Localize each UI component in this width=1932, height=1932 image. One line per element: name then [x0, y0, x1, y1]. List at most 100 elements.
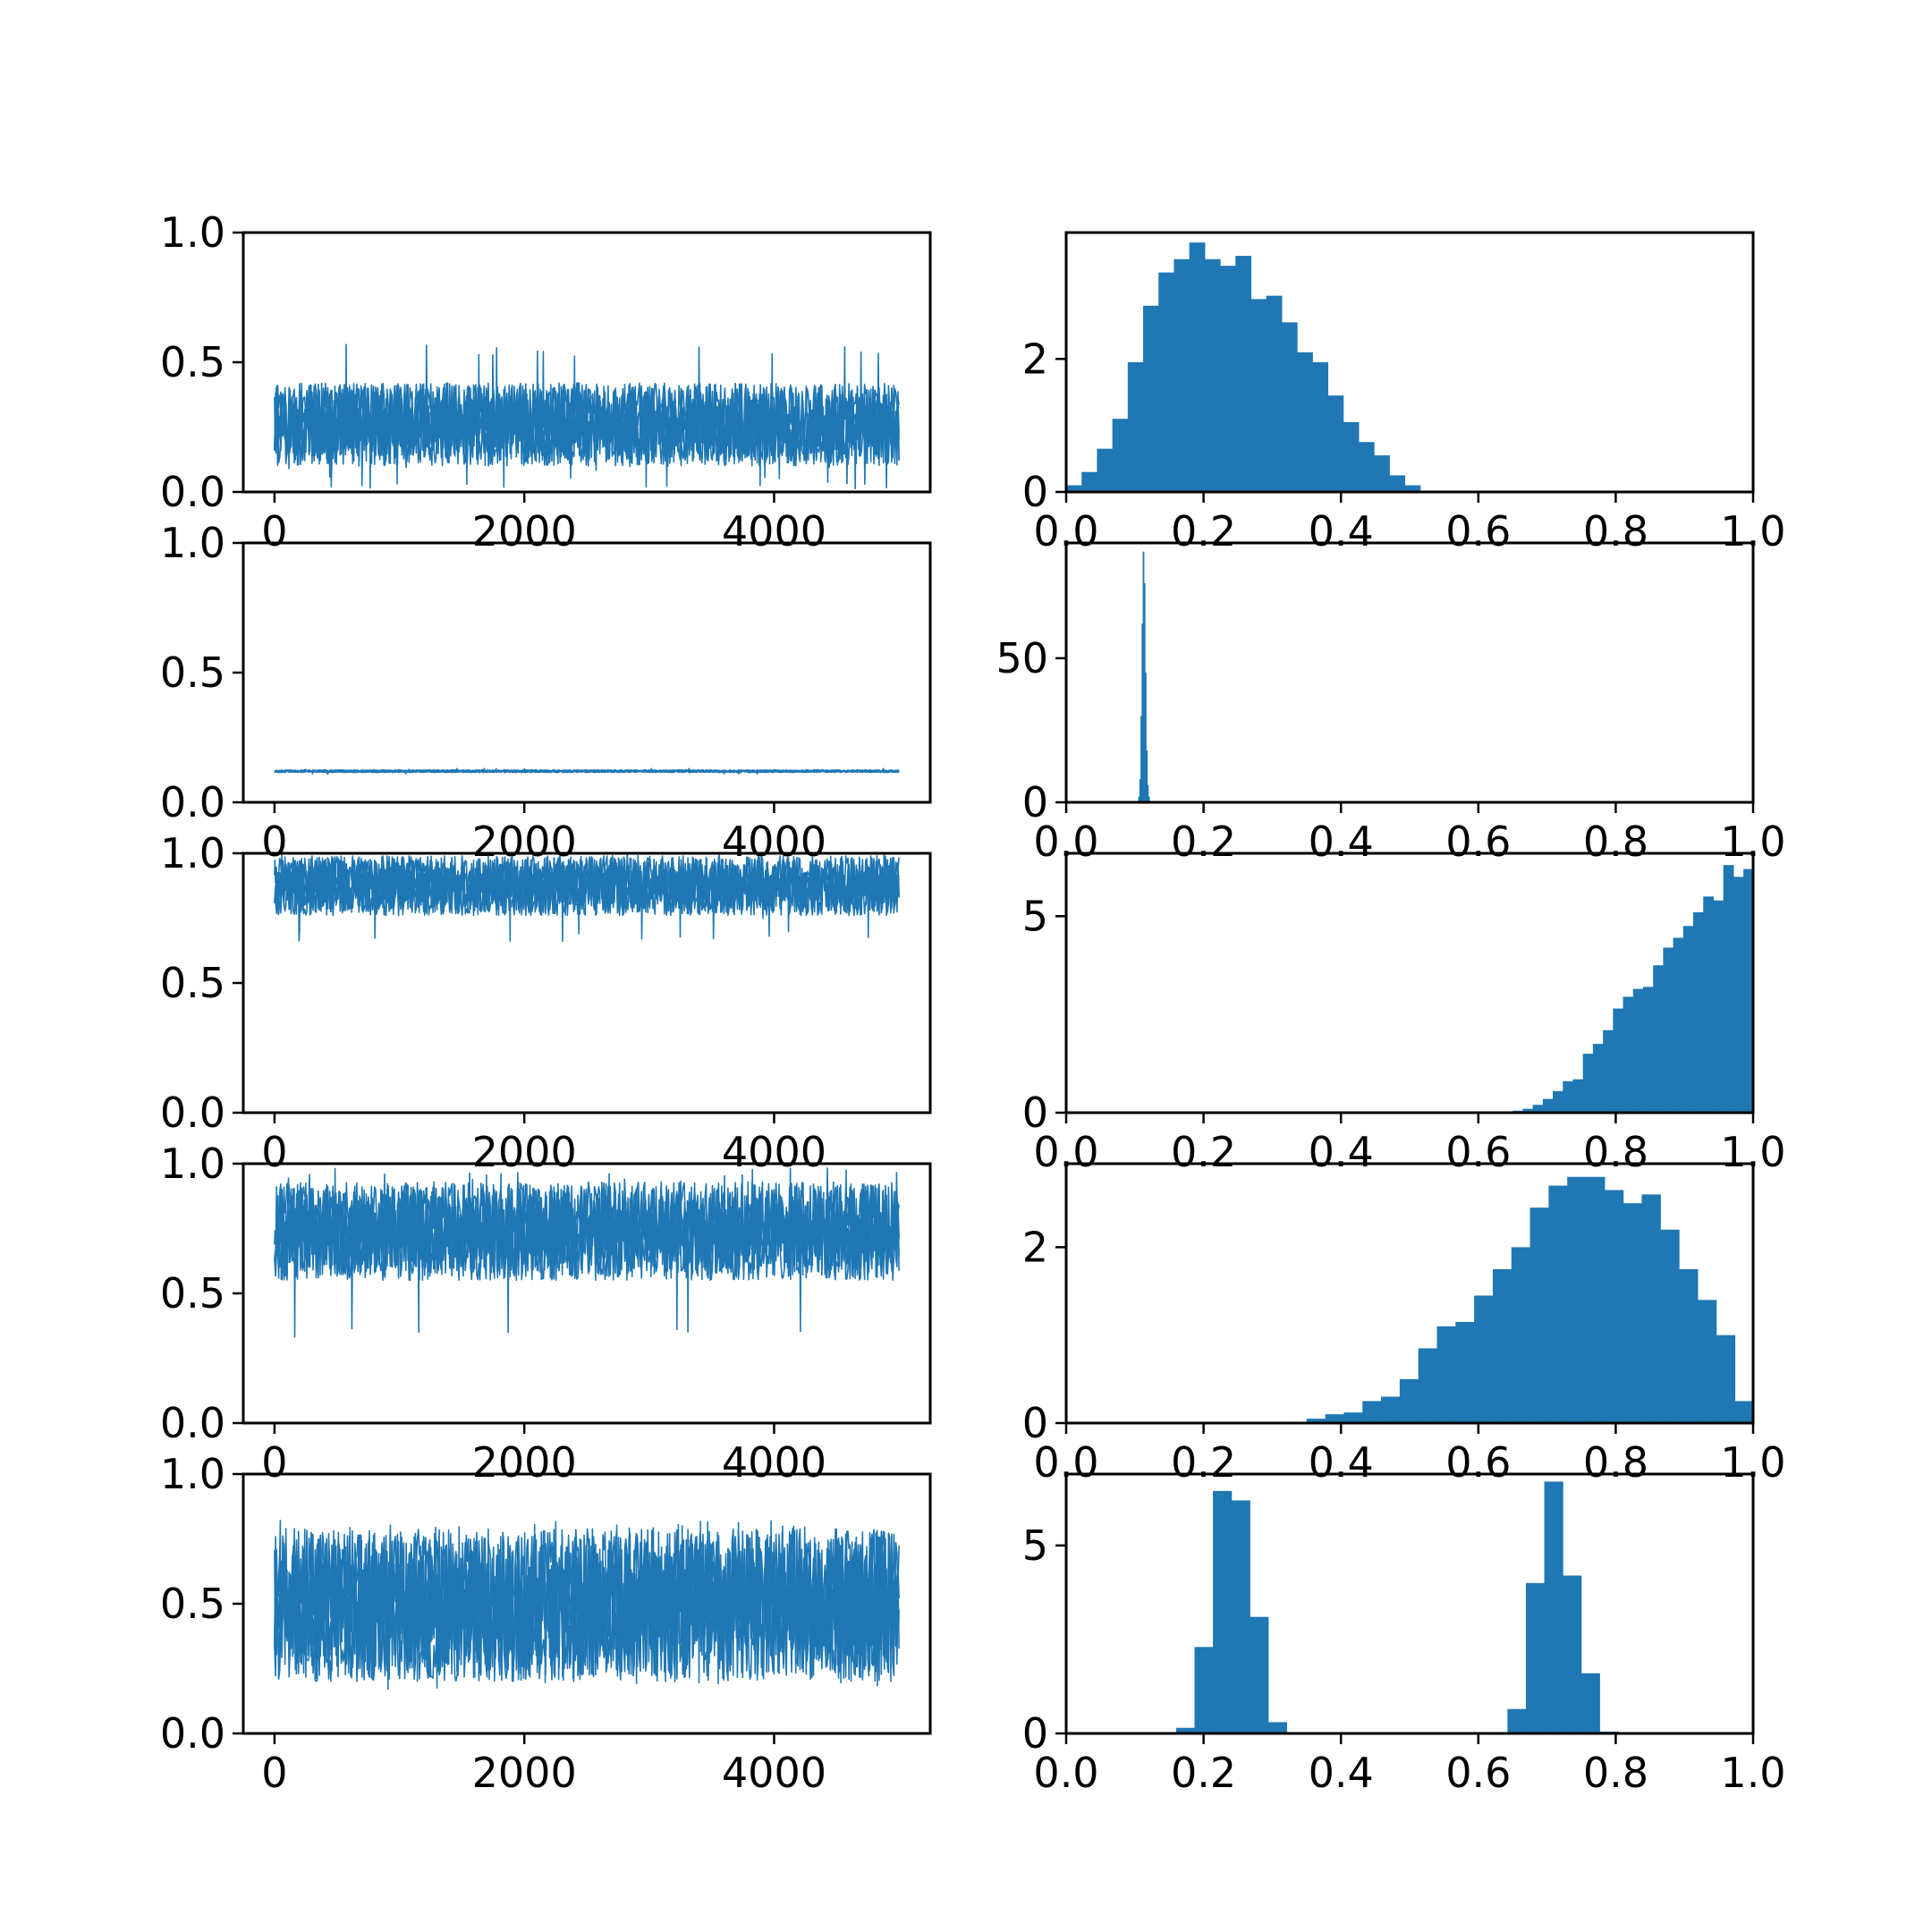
trace-plot-1: 0 2000 4000 0.0 0.5 1.0 — [160, 208, 932, 555]
histogram-bar — [1733, 877, 1744, 1113]
histogram-bar — [1081, 471, 1097, 492]
x-tick-label: 0.4 — [1309, 1128, 1374, 1176]
plot-content — [1066, 242, 1421, 492]
histogram-bar — [1532, 1105, 1544, 1113]
histogram-bar — [1139, 779, 1141, 802]
y-tick-label: 0 — [1022, 778, 1048, 826]
x-tick-label: 0.4 — [1309, 1749, 1374, 1797]
trace-line — [274, 769, 900, 774]
x-tick-label: 0.4 — [1309, 1438, 1374, 1487]
axes-frame — [1064, 541, 1755, 804]
histogram-bar — [1734, 1401, 1753, 1423]
histogram-bar — [1703, 896, 1715, 1113]
axes-frame — [1064, 852, 1755, 1114]
histogram-bar — [1563, 1080, 1574, 1113]
x-tick-label: 0.4 — [1309, 818, 1374, 866]
y-tick-label: 0 — [1022, 468, 1048, 516]
histogram-bar — [1553, 1090, 1563, 1113]
y-tick-label: 0.0 — [160, 778, 225, 826]
histogram-bar — [1660, 1229, 1680, 1423]
x-tick-label: 0.2 — [1171, 507, 1236, 555]
axes-frame — [1064, 1162, 1755, 1425]
histogram-bar — [1158, 272, 1175, 492]
x-tick-label: 0.8 — [1583, 507, 1648, 555]
plot-content — [274, 853, 900, 943]
y-tick-label: 5 — [1022, 1521, 1048, 1570]
x-tick-label: 0 — [261, 1749, 287, 1797]
histogram-bar — [1220, 266, 1236, 492]
histogram-bar — [1138, 796, 1140, 802]
histogram-bar — [1603, 1030, 1614, 1113]
histogram-bar — [1716, 1335, 1736, 1423]
trace-line — [274, 382, 900, 467]
x-tick-label: 0.6 — [1445, 507, 1511, 555]
histogram-bar — [1143, 305, 1159, 492]
x-tick-label: 0 — [261, 1128, 287, 1176]
x-tick-label: 0.6 — [1445, 1438, 1511, 1487]
x-tick-label: 2000 — [472, 1128, 577, 1176]
y-tick-label: 0.0 — [160, 468, 225, 516]
histogram-bar — [1112, 419, 1129, 492]
histogram-bar — [1399, 1378, 1419, 1423]
histogram-bar — [1507, 1708, 1527, 1733]
histogram-bar — [1174, 258, 1191, 492]
y-tick-label: 50 — [996, 634, 1048, 682]
histogram-bar — [1592, 1044, 1604, 1113]
histogram-bar — [1374, 455, 1390, 492]
histogram-bar — [1147, 784, 1149, 802]
histogram-bar — [1567, 1176, 1587, 1423]
x-tick-label: 0 — [261, 818, 287, 866]
histogram-bar — [1148, 796, 1150, 802]
y-tick-label: 1.0 — [160, 829, 225, 877]
x-tick-label: 0.2 — [1171, 1438, 1236, 1487]
histogram-bar — [1306, 1419, 1326, 1423]
histogram-bar — [1436, 1326, 1456, 1423]
histogram-bar — [1418, 1348, 1438, 1423]
histogram-bar — [1673, 937, 1684, 1113]
histogram-bar — [1325, 1414, 1345, 1423]
histogram-bar — [1613, 1008, 1624, 1113]
x-tick-label: 0.2 — [1171, 1128, 1236, 1176]
histogram-bar — [1146, 750, 1148, 802]
y-tick-label: 0.5 — [160, 1269, 225, 1318]
histogram-bar — [1693, 911, 1704, 1113]
x-tick-label: 0.6 — [1445, 818, 1511, 866]
trace-plot-4: 0 2000 4000 0.0 0.5 1.0 — [160, 1140, 932, 1487]
histogram-bar — [1213, 1490, 1233, 1733]
plot-content — [1175, 1481, 1619, 1733]
histogram-bar — [1474, 1295, 1494, 1423]
x-tick-label: 4000 — [722, 507, 826, 555]
y-tick-label: 5 — [1022, 892, 1048, 940]
x-tick-label: 4000 — [722, 818, 826, 866]
histogram-bar — [1682, 926, 1694, 1113]
histogram-bar — [1141, 623, 1144, 802]
trace-line — [274, 1528, 900, 1682]
histogram-bar — [1623, 1203, 1643, 1423]
histogram-bar — [1204, 258, 1221, 492]
histogram-bar — [1679, 1268, 1699, 1423]
histogram-bar — [1250, 1616, 1269, 1733]
x-tick-label: 0.0 — [1033, 1749, 1098, 1797]
histogram-bar — [1343, 421, 1360, 492]
histogram-bar — [1235, 256, 1252, 492]
y-tick-label: 0.0 — [160, 1089, 225, 1137]
x-tick-label: 0 — [261, 1438, 287, 1487]
histogram-bar — [1511, 1247, 1531, 1423]
histogram-bar — [1563, 1575, 1582, 1733]
histogram-plot-4: 0.0 0.2 0.4 0.6 0.8 1.002 — [1022, 1162, 1786, 1487]
histogram-bar — [1142, 551, 1145, 802]
y-tick-label: 1.0 — [160, 208, 225, 257]
histogram-bar — [1743, 869, 1753, 1113]
y-tick-label: 1.0 — [160, 1450, 225, 1498]
histogram-bar — [1189, 242, 1206, 492]
histogram-bar — [1175, 1727, 1196, 1733]
histogram-bar — [1389, 475, 1406, 492]
histogram-bar — [1723, 865, 1734, 1113]
trace-line — [274, 1181, 900, 1282]
histogram-bar — [1653, 965, 1664, 1113]
plot-content — [1513, 865, 1753, 1113]
histogram-bar — [1297, 352, 1313, 492]
histogram-bar — [1713, 900, 1724, 1113]
